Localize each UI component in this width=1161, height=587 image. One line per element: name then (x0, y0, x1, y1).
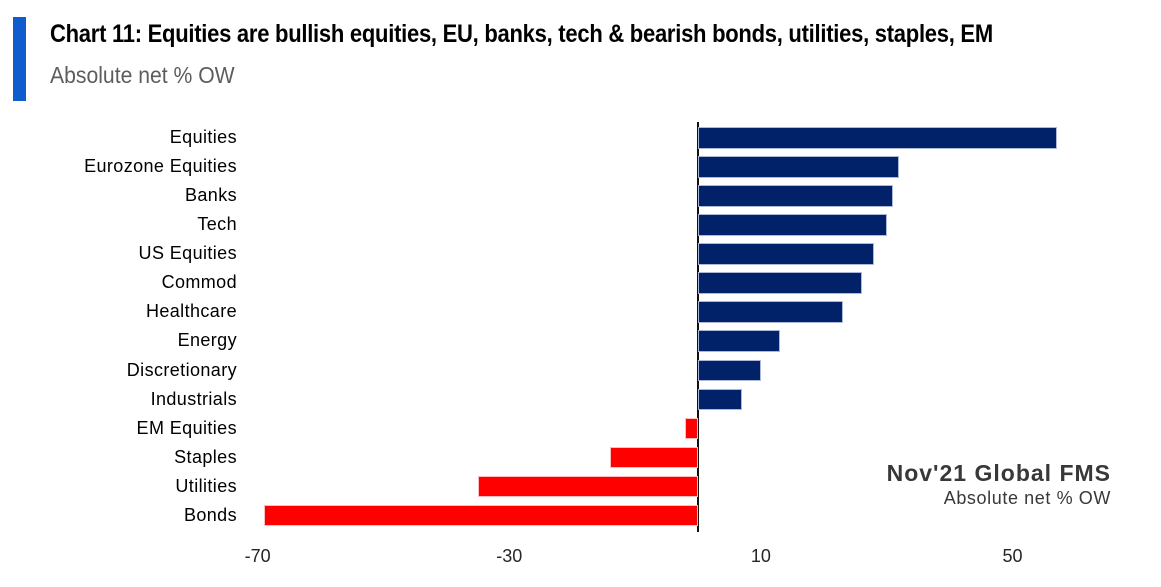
title-accent-bar (13, 17, 26, 101)
x-tick-label--70: -70 (244, 546, 271, 566)
bar-industrials (698, 388, 743, 411)
category-label-staples: Staples (174, 446, 237, 467)
category-label-banks: Banks (184, 185, 237, 206)
category-label-commod: Commod (161, 272, 237, 293)
bar-commod (698, 272, 862, 294)
bar-banks (698, 185, 893, 207)
annotation-subtitle: Absolute net % OW (943, 488, 1111, 508)
bar-eurozone-equities (698, 156, 900, 178)
bar-staples (609, 446, 698, 469)
x-tick-label--30: -30 (496, 546, 523, 566)
category-label-healthcare: Healthcare (145, 301, 237, 322)
bar-utilities (477, 475, 698, 498)
category-label-equities: Equities (169, 127, 237, 147)
category-label-em-equities: EM Equities (136, 417, 237, 438)
category-label-bonds: Bonds (183, 504, 237, 525)
annotation-title: Nov'21 Global FMS (886, 460, 1111, 486)
bar-bonds (263, 504, 698, 527)
x-tick-label-50: 50 (1002, 546, 1023, 566)
x-tick-label-10: 10 (750, 546, 771, 566)
category-label-tech: Tech (197, 214, 237, 235)
category-label-utilities: Utilities (175, 475, 237, 496)
bar-tech (698, 214, 887, 236)
category-label-discretionary: Discretionary (126, 359, 237, 380)
zero-axis-line (697, 122, 699, 533)
bar-energy (698, 330, 780, 352)
page-subtitle: Absolute net % OW (50, 62, 235, 88)
chart-annotation: Nov'21 Global FMS Absolute net % OW (887, 460, 1111, 509)
category-label-us-equities: US Equities (138, 243, 237, 264)
page-title: Chart 11: Equities are bullish equities,… (50, 20, 993, 48)
bar-healthcare (698, 301, 843, 323)
bar-us-equities (698, 243, 875, 265)
bar-discretionary (698, 359, 761, 382)
bar-equities (698, 127, 1057, 149)
bar-em-equities (685, 417, 698, 440)
category-label-industrials: Industrials (150, 388, 237, 409)
category-label-eurozone-equities: Eurozone Equities (84, 156, 237, 177)
category-label-energy: Energy (177, 330, 237, 351)
